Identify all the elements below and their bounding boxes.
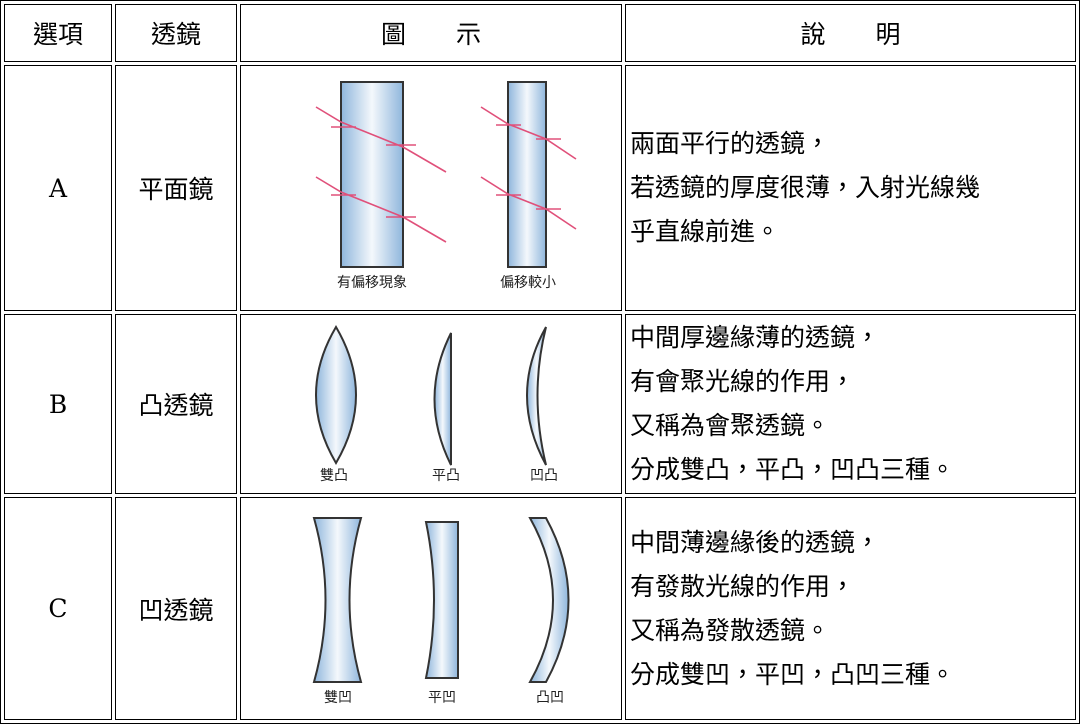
glass-plate [340,81,404,268]
figure-label: 平凹 [428,690,456,706]
description-line: 若透鏡的厚度很薄，入射光線幾 [630,173,981,202]
row: C 凹透鏡 雙凹 平凹 凸凹 中間薄邊緣後的透鏡， 有發散光線的作用， 又稱為發… [4,497,1076,720]
description-line: 分成雙凸，平凸，凹凸三種。 [630,455,956,484]
description: 兩面平行的透鏡， 若透鏡的厚度很薄，入射光線幾 乎直線前進。 [625,65,1076,311]
description-line: 分成雙凹，平凹，凸凹三種。 [630,659,956,689]
ray [480,176,577,230]
figure-cell: 雙凸 平凸 凹凸 [240,314,622,494]
description-line: 兩面平行的透鏡， [630,129,831,158]
row: A 平面鏡 有偏移現象 偏移較小 兩面平行的透鏡， 若透鏡的厚度很薄，入射光線幾… [4,65,1076,311]
figure: 雙凸 平凸 凹凸 [315,325,558,484]
header-cell: 說 明 [625,4,1076,62]
description-line: 有發散光線的作用， [630,571,856,601]
glass-plate [507,81,547,268]
header-cell: 透鏡 [115,4,237,62]
plano-concave-lens [424,520,459,679]
header-row: 選項 透鏡 圖 示 說 明 [4,4,1076,62]
lens: 凹透鏡 [115,497,237,720]
option: A [4,65,112,311]
header-cell: 選項 [4,4,112,62]
ray [315,176,447,243]
ray [315,106,447,173]
figure-label: 偏移較小 [500,275,556,291]
biconcave-lens [312,516,363,683]
convex-concave-lens [528,516,570,683]
figure: 有偏移現象 偏移較小 [315,81,577,291]
biconvex-lens [315,325,357,465]
figure-label: 有偏移現象 [337,275,407,291]
description-line: 又稱為會聚透鏡。 [630,411,831,440]
figure-label: 雙凸 [320,468,348,484]
header-cell: 圖 示 [240,4,622,62]
description-line: 又稱為發散透鏡。 [630,615,831,645]
figure-cell: 有偏移現象 偏移較小 [240,65,622,311]
description: 中間薄邊緣後的透鏡， 有發散光線的作用， 又稱為發散透鏡。 分成雙凹，平凹，凸凹… [625,497,1076,720]
lens: 凸透鏡 [115,314,237,494]
description: 中間厚邊緣薄的透鏡， 有會聚光線的作用， 又稱為會聚透鏡。 分成雙凸，平凸，凹凸… [625,314,1076,494]
figure-cell: 雙凹 平凹 凸凹 [240,497,622,720]
option: B [4,314,112,494]
figure: 雙凹 平凹 凸凹 [312,516,570,706]
figure-label: 平凸 [432,468,460,484]
figure-label: 凸凹 [536,690,564,706]
description-line: 有會聚光線的作用， [630,367,856,396]
description-line: 中間厚邊緣薄的透鏡， [630,323,881,352]
row: B 凸透鏡 雙凸 平凸 凹凸 中間厚邊緣薄的透鏡， 有會聚光線的作用， 又稱為會… [4,314,1076,494]
option: C [4,497,112,720]
description-line: 乎直線前進。 [630,217,781,246]
figure-label: 雙凹 [324,690,352,706]
ray [480,106,577,160]
plano-convex-lens [433,332,452,466]
figure-label: 凹凸 [530,468,558,484]
description-line: 中間薄邊緣後的透鏡， [630,527,881,557]
lens: 平面鏡 [115,65,237,311]
meniscus-lens [526,326,547,466]
